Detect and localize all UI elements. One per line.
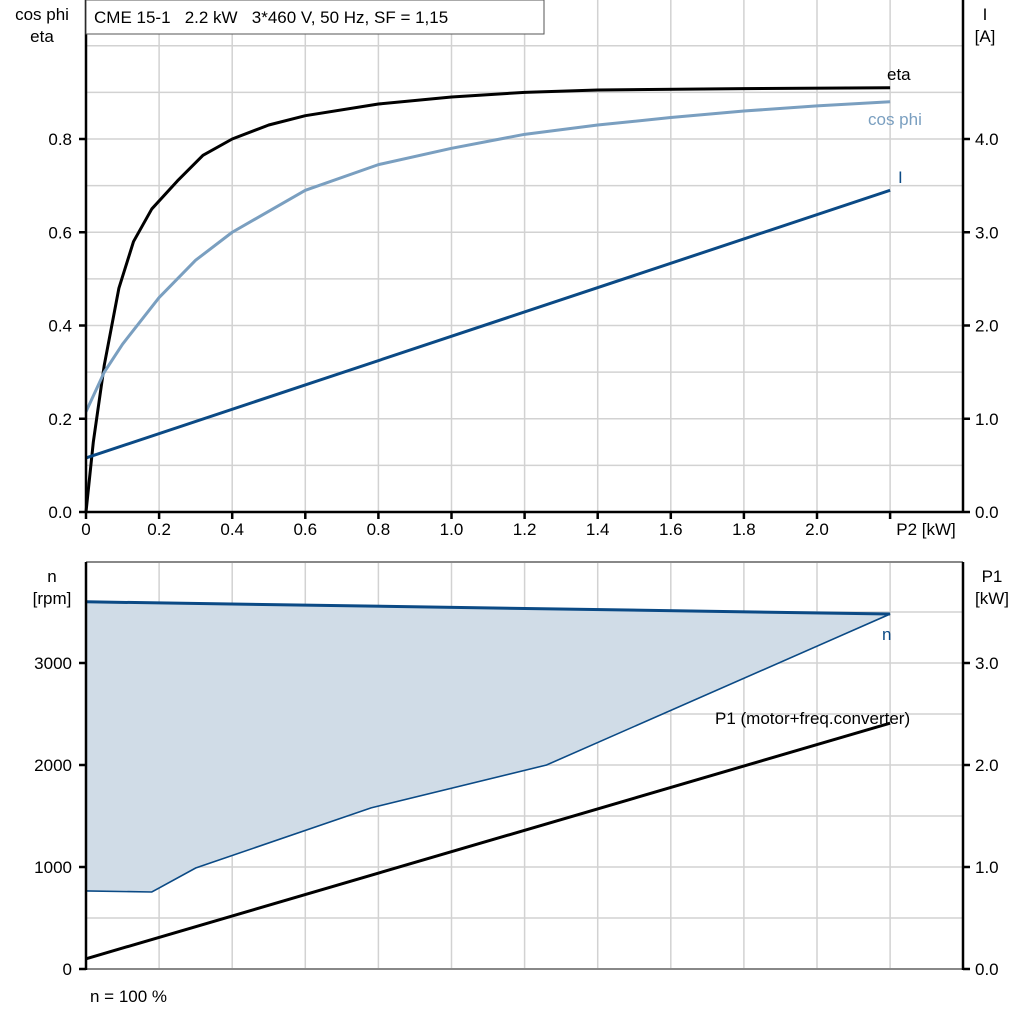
top-left-y-tick-label: 0.2 <box>48 410 72 429</box>
top-right-y-tick-label: 1.0 <box>975 410 999 429</box>
bottom-left-ylabel-1: n <box>47 567 56 586</box>
top-x-tick-label: 0.2 <box>147 520 171 539</box>
bottom-right-y-tick-label: 0.0 <box>975 960 999 979</box>
top-left-ylabel-1: cos phi <box>15 5 69 24</box>
top-x-tick-label: 1.6 <box>659 520 683 539</box>
bottom-left-y-tick-label: 0 <box>63 960 72 979</box>
top-x-tick-label: 0.4 <box>220 520 244 539</box>
label-cos-phi: cos phi <box>868 110 922 129</box>
footnote-speed: n = 100 % <box>90 987 167 1006</box>
title-box <box>85 0 545 35</box>
bottom-left-y-tick-label: 3000 <box>34 654 72 673</box>
series-line-i <box>85 188 891 460</box>
top-x-tick-label: 1.4 <box>586 520 610 539</box>
top-right-y-tick-label: 2.0 <box>975 317 999 336</box>
top-x-tick-label: 1.2 <box>513 520 537 539</box>
top-x-tick-label: 0.8 <box>367 520 391 539</box>
bottom-left-ylabel-2: [rpm] <box>33 589 72 608</box>
bottom-right-y-tick-label: 1.0 <box>975 858 999 877</box>
top-left-y-tick-label: 0.0 <box>48 503 72 522</box>
series-line-cos-phi <box>84 100 891 413</box>
axes: 0 0.2 0.4 0.6 0.8 1.0 1.2 1.4 1.6 1.8 2.0 0.0 0.2 0.4… <box>34 0 999 979</box>
bottom-right-ylabel-2: [kW] <box>975 589 1009 608</box>
label-speed: n <box>882 625 891 644</box>
bottom-right-y-tick-label: 2.0 <box>975 756 999 775</box>
series-line-p1 <box>85 721 891 961</box>
top-left-y-tick-label: 0.4 <box>48 317 72 336</box>
speed-max-line <box>85 600 891 616</box>
label-eta: eta <box>887 65 911 84</box>
top-x-tick-label: 2.0 <box>805 520 829 539</box>
series-line-eta <box>84 86 891 513</box>
speed-range-area <box>86 601 891 892</box>
top-x-tick-label: 0 <box>81 520 90 539</box>
top-right-y-tick-label: 0.0 <box>975 503 999 522</box>
top-right-y-tick-label: 3.0 <box>975 223 999 242</box>
top-xlabel: P2 [kW] <box>896 520 956 539</box>
label-p1: P1 (motor+freq.converter) <box>715 709 910 728</box>
top-x-tick-label: 1.0 <box>440 520 464 539</box>
top-chart-grid <box>86 0 963 512</box>
bottom-right-ylabel-1: P1 <box>982 567 1003 586</box>
bottom-left-y-tick-label: 1000 <box>34 858 72 877</box>
top-right-y-tick-label: 4.0 <box>975 130 999 149</box>
top-x-tick-label: 0.6 <box>293 520 317 539</box>
top-left-ylabel-2: eta <box>30 27 54 46</box>
label-current: I <box>898 168 903 187</box>
bottom-right-y-tick-label: 3.0 <box>975 654 999 673</box>
top-chart-series <box>84 86 891 513</box>
top-left-y-tick-label: 0.6 <box>48 223 72 242</box>
top-right-ylabel-1: I <box>983 5 988 24</box>
top-x-tick-label: 1.8 <box>732 520 756 539</box>
top-left-y-tick-label: 0.8 <box>48 130 72 149</box>
chart-title: CME 15-1 2.2 kW 3*460 V, 50 Hz, SF = 1,1… <box>94 8 448 27</box>
speed-min-line <box>85 613 891 893</box>
bottom-left-y-tick-label: 2000 <box>34 756 72 775</box>
bottom-chart-series <box>85 600 891 961</box>
top-right-ylabel-2: [A] <box>975 27 996 46</box>
